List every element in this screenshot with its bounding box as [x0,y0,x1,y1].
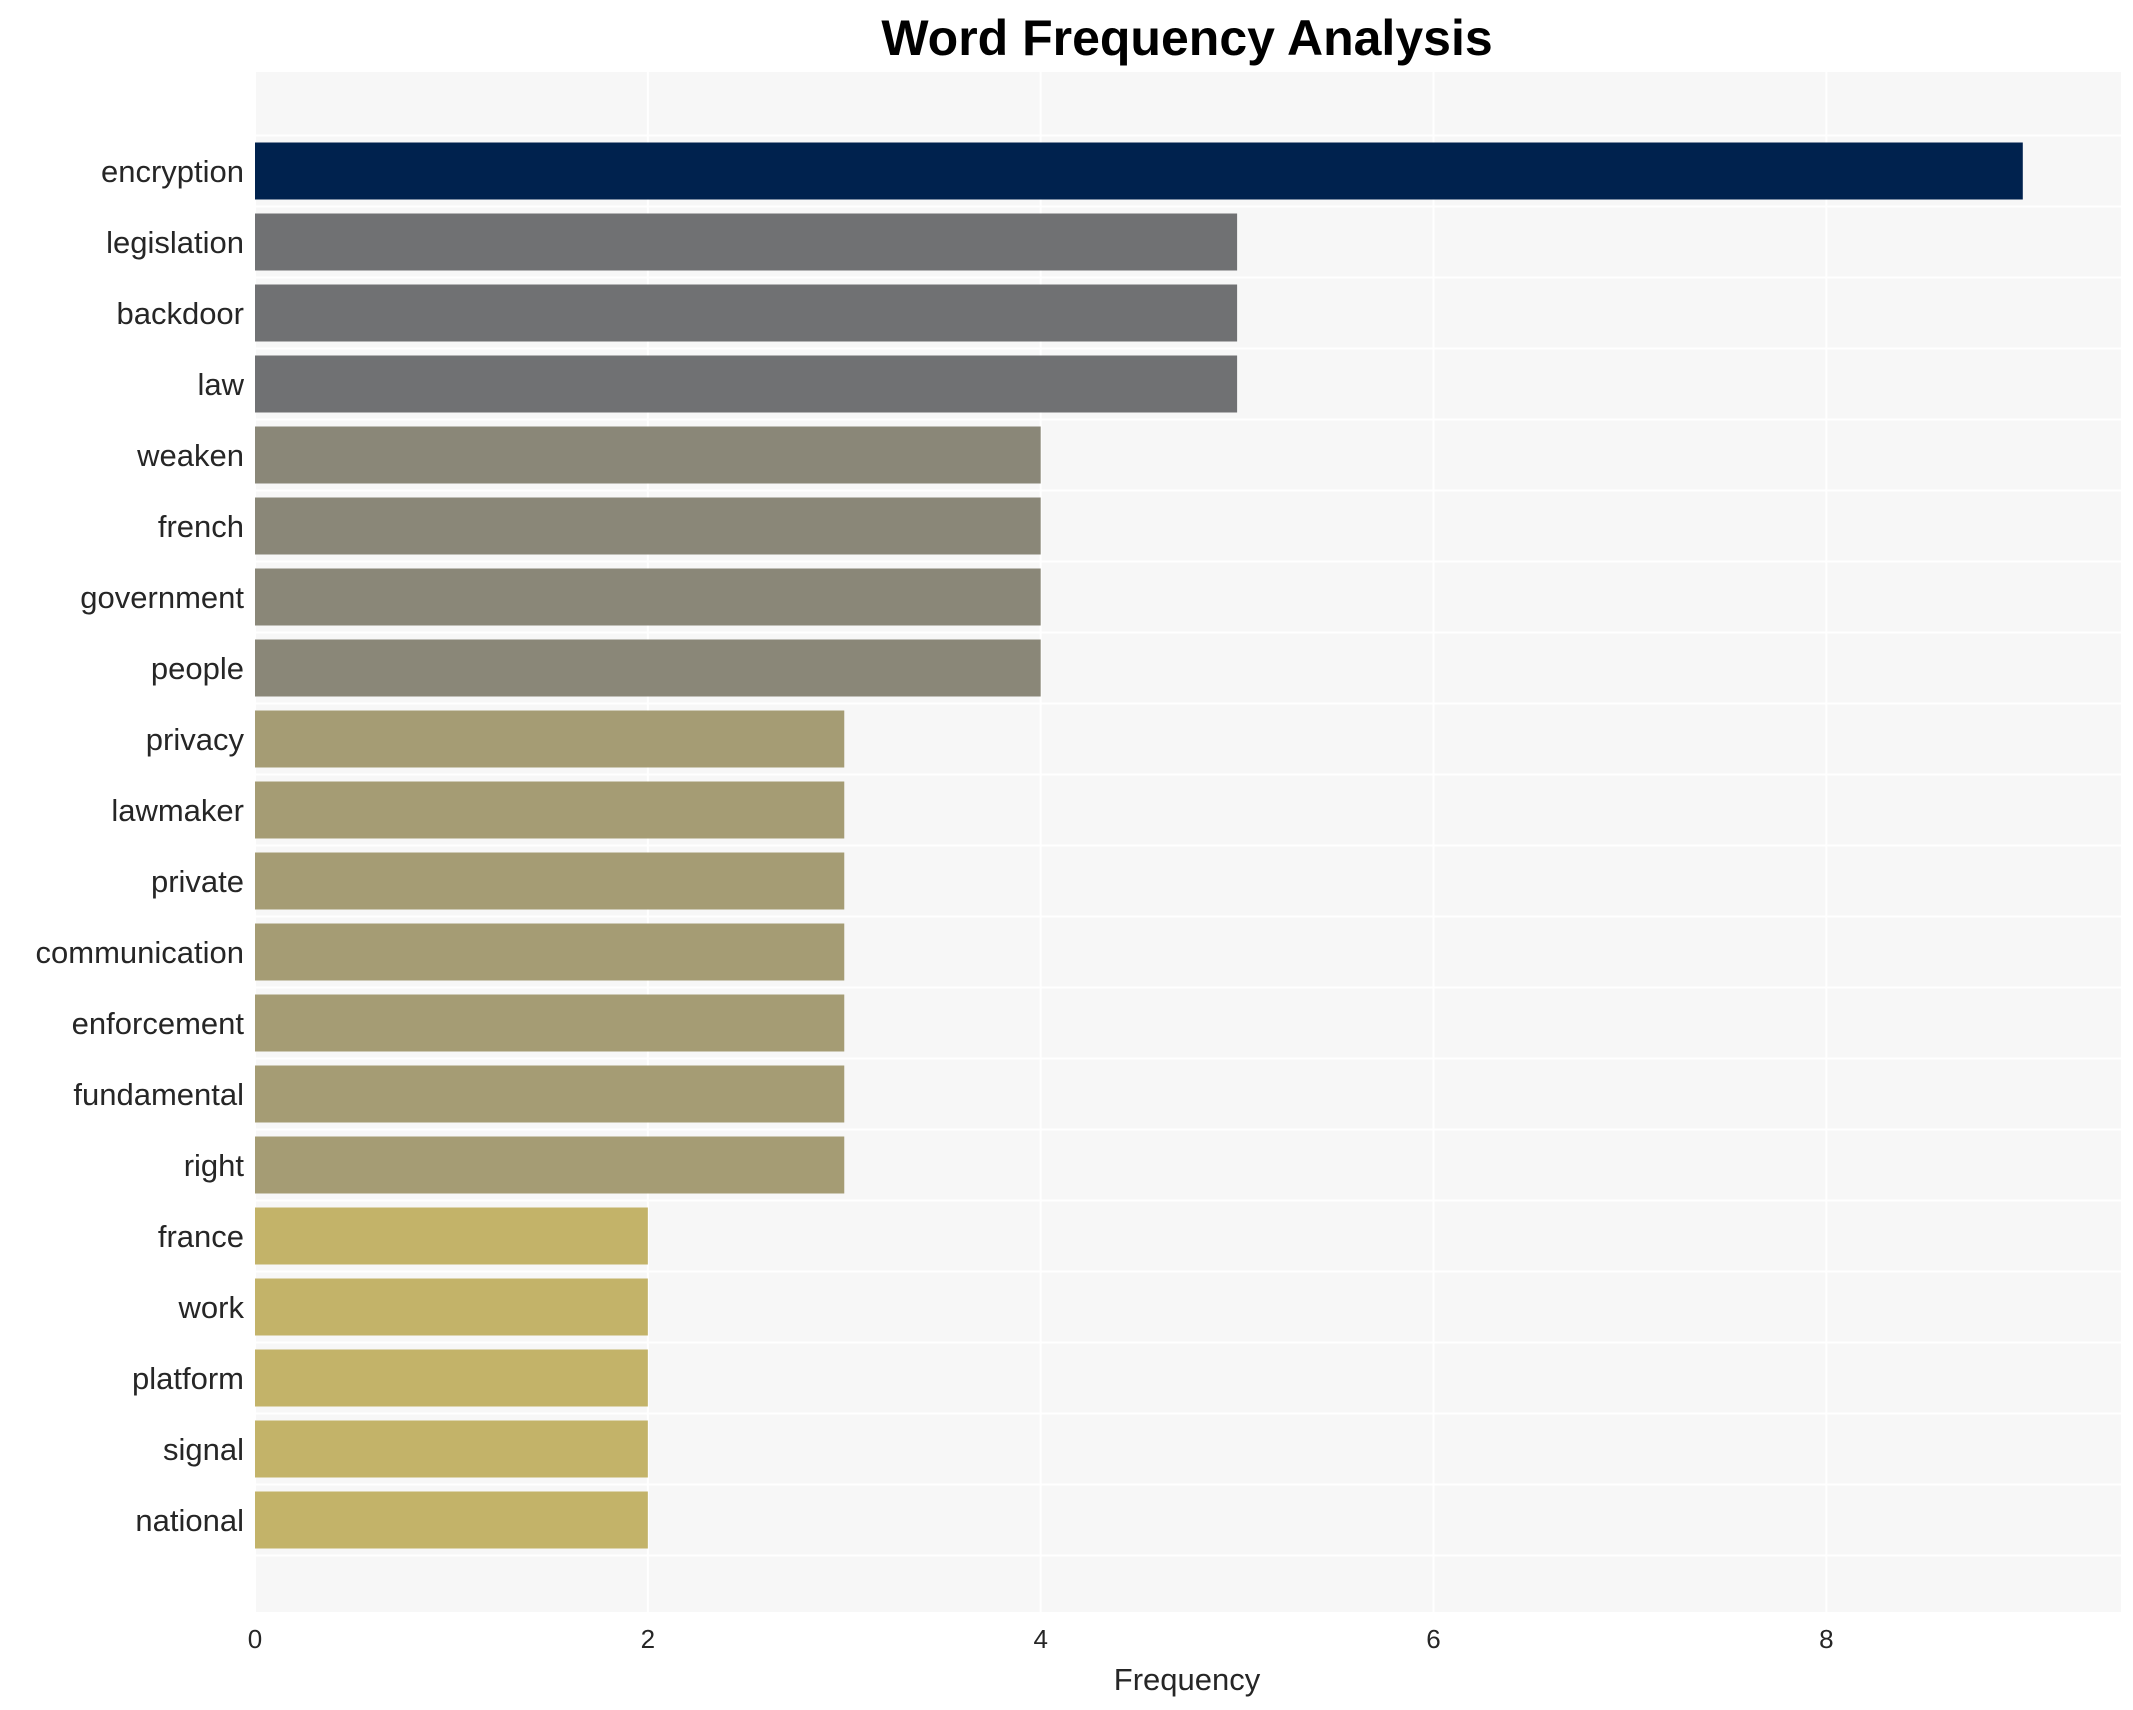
x-tick-label-8: 8 [1819,1624,1833,1654]
bar-lawmaker [255,781,845,839]
bar-france [255,1207,648,1265]
category-label-enforcement: enforcement [72,1006,245,1041]
bar-backdoor [255,284,1238,342]
category-label-legislation: legislation [106,225,244,260]
category-label-communication: communication [36,935,244,970]
category-label-weaken: weaken [136,438,244,473]
category-label-people: people [151,651,244,686]
x-axis-label: Frequency [1114,1662,1261,1697]
bar-signal [255,1420,648,1478]
category-label-government: government [80,580,244,615]
category-label-national: national [135,1503,244,1538]
category-label-lawmaker: lawmaker [111,793,244,828]
category-label-privacy: privacy [146,722,245,757]
x-tick-label-4: 4 [1033,1624,1047,1654]
category-label-law: law [197,367,244,402]
category-labels: encryption legislation backdoor law weaken fr… [36,154,245,1538]
bar-encryption [255,142,2023,200]
bar-government [255,568,1041,626]
x-tick-label-0: 0 [248,1624,262,1654]
grid-lines [254,72,2121,1612]
category-label-backdoor: backdoor [116,296,244,331]
category-label-signal: signal [163,1432,244,1467]
bar-communication [255,923,845,981]
category-label-french: french [158,509,244,544]
category-label-platform: platform [132,1361,244,1396]
category-label-france: france [158,1219,244,1254]
category-label-private: private [151,864,244,899]
bar-fundamental [255,1065,845,1123]
bar-work [255,1278,648,1336]
bar-people [255,639,1041,697]
bars [255,142,2023,1549]
category-label-encryption: encryption [101,154,244,189]
bar-private [255,852,845,910]
category-label-right: right [184,1148,245,1183]
bar-french [255,497,1041,555]
bar-weaken [255,426,1041,484]
bar-law [255,355,1238,413]
bar-legislation [255,213,1238,271]
category-label-work: work [178,1290,245,1325]
x-tick-label-6: 6 [1426,1624,1440,1654]
bar-platform [255,1349,648,1407]
x-tick-label-2: 2 [641,1624,655,1654]
bar-privacy [255,710,845,768]
category-label-fundamental: fundamental [73,1077,244,1112]
chart-title: Word Frequency Analysis [881,10,1492,66]
bar-enforcement [255,994,845,1052]
bar-right [255,1136,845,1194]
x-axis-ticks: 0 2 4 6 8 [248,1624,1834,1654]
bar-national [255,1491,648,1549]
